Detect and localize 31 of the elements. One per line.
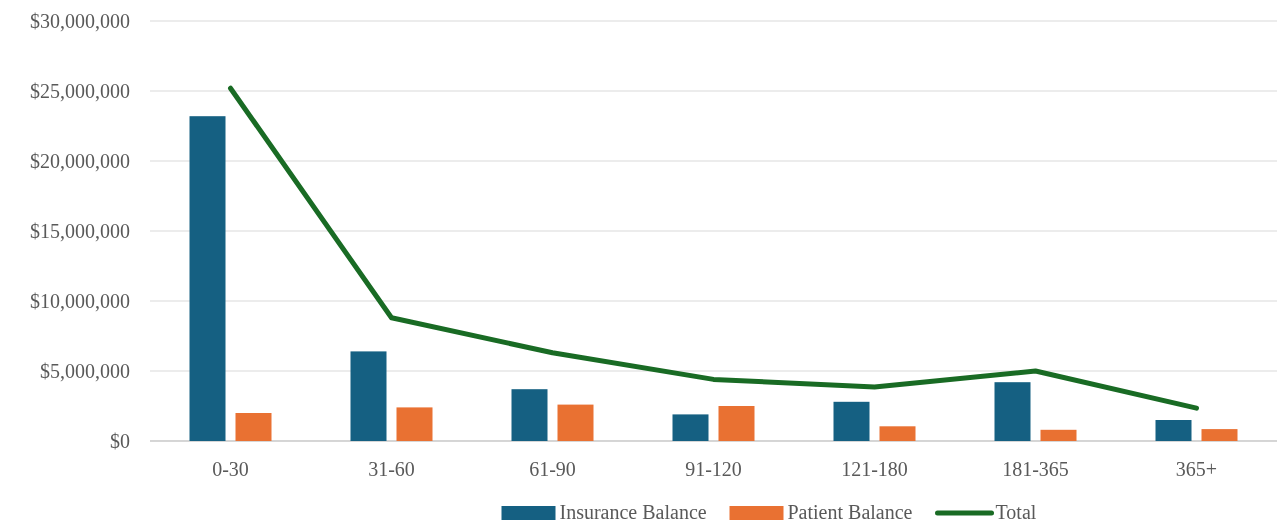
bar [557,404,594,441]
bar [396,407,433,441]
bar [511,389,548,441]
x-tick-label: 121-180 [841,458,908,480]
x-tick-label: 61-90 [529,458,576,480]
x-tick-label: 91-120 [685,458,742,480]
legend-label: Insurance Balance [559,501,707,523]
legend-label: Total [995,501,1037,523]
bar [718,406,755,441]
y-tick-label: $30,000,000 [30,10,130,32]
bar [1040,429,1077,441]
bar [994,382,1031,441]
y-tick-label: $10,000,000 [30,290,130,312]
x-tick-label: 0-30 [212,458,249,480]
x-tick-label: 181-365 [1002,458,1069,480]
bar [1201,429,1238,441]
y-tick-label: $5,000,000 [40,360,130,382]
y-tick-label: $0 [110,430,130,452]
bar [833,401,870,441]
bar [189,116,226,441]
bar [1155,420,1192,441]
x-tick-label: 365+ [1175,458,1218,480]
y-tick-label: $15,000,000 [30,220,130,242]
x-tick-label: 31-60 [368,458,415,480]
bar [235,413,272,441]
y-tick-label: $20,000,000 [30,150,130,172]
legend-label: Patient Balance [787,501,913,523]
bar [879,426,916,441]
bar [672,414,709,441]
bar [350,351,387,441]
y-tick-label: $25,000,000 [30,80,130,102]
